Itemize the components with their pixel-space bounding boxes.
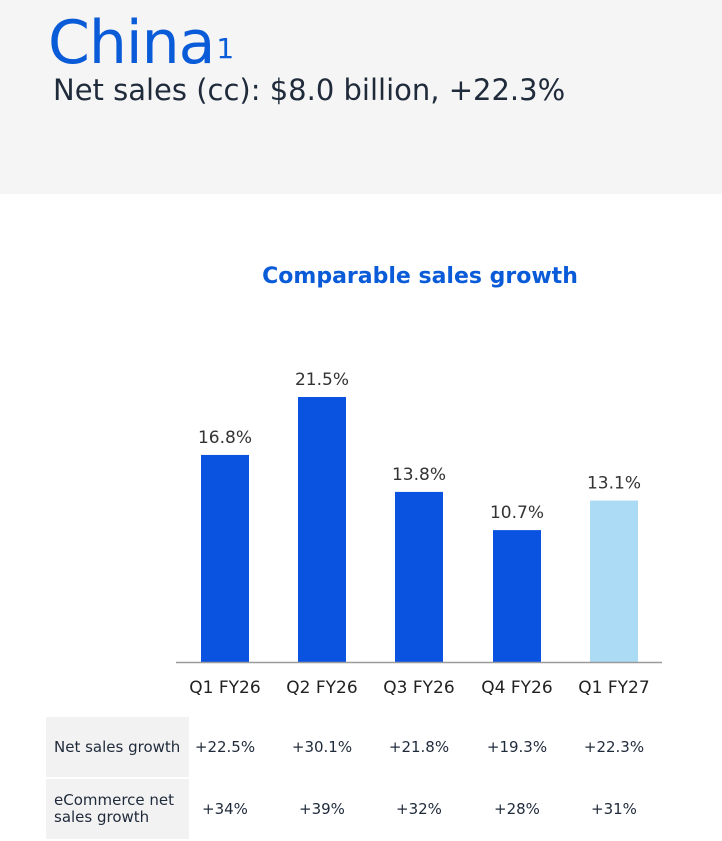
data-label: 13.8% xyxy=(392,465,446,485)
bar-q3-fy26 xyxy=(395,491,443,662)
table-cell: +22.3% xyxy=(583,738,645,756)
table-cell: +28% xyxy=(494,800,540,818)
table-cell: +19.3% xyxy=(486,738,548,756)
table-cell: +22.5% xyxy=(194,738,256,756)
net-sales-subtitle: Net sales (cc): $8.0 billion, +22.3% xyxy=(53,73,566,107)
region-name: China xyxy=(48,8,215,78)
table-cell: +30.1% xyxy=(291,738,353,756)
table-cell: +21.8% xyxy=(388,738,450,756)
data-label: 10.7% xyxy=(490,503,544,523)
footnote-marker: 1 xyxy=(216,32,234,65)
x-tick-label: Q3 FY26 xyxy=(383,678,454,698)
bar-q4-fy26 xyxy=(493,530,541,662)
region-title: China1 xyxy=(48,4,234,82)
table-cell: +39% xyxy=(299,800,345,818)
data-label: 13.1% xyxy=(587,474,641,494)
bar-q1-fy27 xyxy=(590,500,638,662)
table-row-header: Net sales growth xyxy=(46,717,189,777)
data-label: 21.5% xyxy=(295,370,349,390)
x-tick-label: Q4 FY26 xyxy=(481,678,552,698)
bar-q1-fy26 xyxy=(201,454,249,662)
data-label: 16.8% xyxy=(198,428,252,448)
table-cell: +34% xyxy=(202,800,248,818)
x-tick-label: Q1 FY26 xyxy=(189,678,260,698)
table-cell: +32% xyxy=(396,800,442,818)
table-cell: +31% xyxy=(591,800,637,818)
x-tick-label: Q1 FY27 xyxy=(578,678,649,698)
table-row-header: eCommerce net sales growth xyxy=(46,779,189,839)
bar-q2-fy26 xyxy=(298,397,346,662)
chart-title: Comparable sales growth xyxy=(262,264,578,289)
header-panel: China1 Net sales (cc): $8.0 billion, +22… xyxy=(0,0,722,194)
x-tick-label: Q2 FY26 xyxy=(286,678,357,698)
